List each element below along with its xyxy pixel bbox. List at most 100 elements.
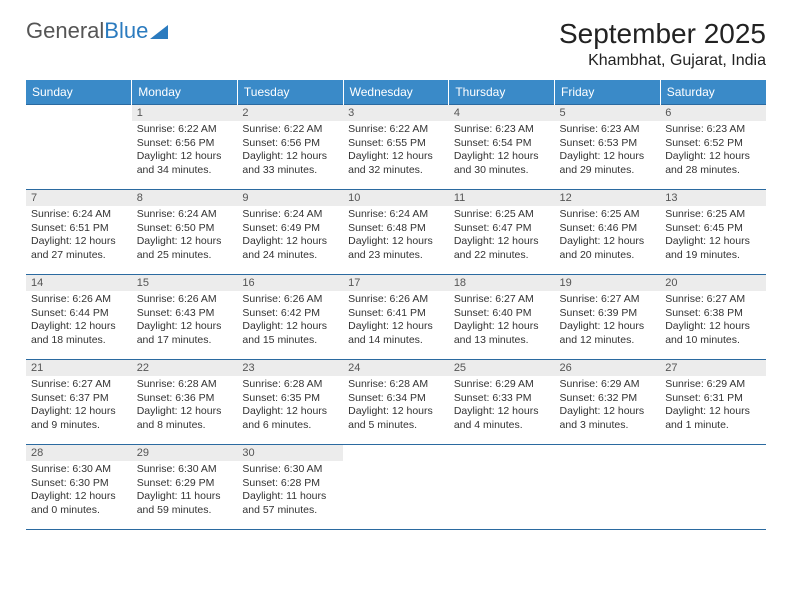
day-details: Sunrise: 6:30 AMSunset: 6:29 PMDaylight:… — [132, 461, 238, 522]
calendar-cell: 14Sunrise: 6:26 AMSunset: 6:44 PMDayligh… — [26, 275, 132, 360]
calendar-cell: 27Sunrise: 6:29 AMSunset: 6:31 PMDayligh… — [660, 360, 766, 445]
day-details: Sunrise: 6:28 AMSunset: 6:35 PMDaylight:… — [237, 376, 343, 437]
day-details: Sunrise: 6:30 AMSunset: 6:28 PMDaylight:… — [237, 461, 343, 522]
day-details: Sunrise: 6:29 AMSunset: 6:32 PMDaylight:… — [555, 376, 661, 437]
calendar-cell: 22Sunrise: 6:28 AMSunset: 6:36 PMDayligh… — [132, 360, 238, 445]
calendar-page: GeneralBlue September 2025 Khambhat, Guj… — [0, 0, 792, 548]
calendar-cell: 10Sunrise: 6:24 AMSunset: 6:48 PMDayligh… — [343, 190, 449, 275]
day-details: Sunrise: 6:29 AMSunset: 6:31 PMDaylight:… — [660, 376, 766, 437]
day-details: Sunrise: 6:27 AMSunset: 6:37 PMDaylight:… — [26, 376, 132, 437]
day-details: Sunrise: 6:24 AMSunset: 6:49 PMDaylight:… — [237, 206, 343, 267]
calendar-cell — [343, 445, 449, 530]
day-number: 19 — [555, 275, 661, 291]
day-number: 8 — [132, 190, 238, 206]
calendar-cell: 21Sunrise: 6:27 AMSunset: 6:37 PMDayligh… — [26, 360, 132, 445]
day-number: 7 — [26, 190, 132, 206]
calendar-cell: 28Sunrise: 6:30 AMSunset: 6:30 PMDayligh… — [26, 445, 132, 530]
day-number: 2 — [237, 105, 343, 121]
calendar-cell: 7Sunrise: 6:24 AMSunset: 6:51 PMDaylight… — [26, 190, 132, 275]
calendar-cell: 6Sunrise: 6:23 AMSunset: 6:52 PMDaylight… — [660, 105, 766, 190]
calendar-cell: 2Sunrise: 6:22 AMSunset: 6:56 PMDaylight… — [237, 105, 343, 190]
day-number: 6 — [660, 105, 766, 121]
weekday-header: Friday — [555, 80, 661, 105]
calendar-cell: 20Sunrise: 6:27 AMSunset: 6:38 PMDayligh… — [660, 275, 766, 360]
calendar-cell: 5Sunrise: 6:23 AMSunset: 6:53 PMDaylight… — [555, 105, 661, 190]
day-number: 15 — [132, 275, 238, 291]
calendar-cell — [660, 445, 766, 530]
day-details: Sunrise: 6:26 AMSunset: 6:44 PMDaylight:… — [26, 291, 132, 352]
day-number: 21 — [26, 360, 132, 376]
calendar-cell: 24Sunrise: 6:28 AMSunset: 6:34 PMDayligh… — [343, 360, 449, 445]
calendar-week-row: 7Sunrise: 6:24 AMSunset: 6:51 PMDaylight… — [26, 190, 766, 275]
calendar-cell: 1Sunrise: 6:22 AMSunset: 6:56 PMDaylight… — [132, 105, 238, 190]
day-details: Sunrise: 6:22 AMSunset: 6:55 PMDaylight:… — [343, 121, 449, 182]
day-number: 24 — [343, 360, 449, 376]
day-details: Sunrise: 6:22 AMSunset: 6:56 PMDaylight:… — [132, 121, 238, 182]
location: Khambhat, Gujarat, India — [559, 52, 766, 70]
calendar-cell — [26, 105, 132, 190]
logo: GeneralBlue — [26, 18, 168, 44]
day-number: 13 — [660, 190, 766, 206]
day-details: Sunrise: 6:25 AMSunset: 6:47 PMDaylight:… — [449, 206, 555, 267]
day-number: 29 — [132, 445, 238, 461]
calendar-cell: 23Sunrise: 6:28 AMSunset: 6:35 PMDayligh… — [237, 360, 343, 445]
title-block: September 2025 Khambhat, Gujarat, India — [559, 18, 766, 70]
calendar-cell: 26Sunrise: 6:29 AMSunset: 6:32 PMDayligh… — [555, 360, 661, 445]
day-number: 4 — [449, 105, 555, 121]
day-number: 3 — [343, 105, 449, 121]
calendar-cell: 12Sunrise: 6:25 AMSunset: 6:46 PMDayligh… — [555, 190, 661, 275]
day-number: 23 — [237, 360, 343, 376]
day-number: 20 — [660, 275, 766, 291]
day-number: 14 — [26, 275, 132, 291]
day-number: 5 — [555, 105, 661, 121]
calendar-cell — [449, 445, 555, 530]
day-details: Sunrise: 6:28 AMSunset: 6:36 PMDaylight:… — [132, 376, 238, 437]
weekday-header: Sunday — [26, 80, 132, 105]
calendar-table: SundayMondayTuesdayWednesdayThursdayFrid… — [26, 80, 766, 530]
day-number: 10 — [343, 190, 449, 206]
weekday-header: Saturday — [660, 80, 766, 105]
weekday-header: Wednesday — [343, 80, 449, 105]
calendar-cell: 17Sunrise: 6:26 AMSunset: 6:41 PMDayligh… — [343, 275, 449, 360]
calendar-cell: 15Sunrise: 6:26 AMSunset: 6:43 PMDayligh… — [132, 275, 238, 360]
day-details: Sunrise: 6:27 AMSunset: 6:39 PMDaylight:… — [555, 291, 661, 352]
day-details: Sunrise: 6:27 AMSunset: 6:38 PMDaylight:… — [660, 291, 766, 352]
calendar-week-row: 1Sunrise: 6:22 AMSunset: 6:56 PMDaylight… — [26, 105, 766, 190]
day-number: 17 — [343, 275, 449, 291]
day-number: 12 — [555, 190, 661, 206]
day-details: Sunrise: 6:23 AMSunset: 6:54 PMDaylight:… — [449, 121, 555, 182]
calendar-cell: 30Sunrise: 6:30 AMSunset: 6:28 PMDayligh… — [237, 445, 343, 530]
day-number: 25 — [449, 360, 555, 376]
calendar-body: 1Sunrise: 6:22 AMSunset: 6:56 PMDaylight… — [26, 105, 766, 530]
day-details: Sunrise: 6:28 AMSunset: 6:34 PMDaylight:… — [343, 376, 449, 437]
day-details: Sunrise: 6:26 AMSunset: 6:41 PMDaylight:… — [343, 291, 449, 352]
calendar-cell: 19Sunrise: 6:27 AMSunset: 6:39 PMDayligh… — [555, 275, 661, 360]
day-details: Sunrise: 6:24 AMSunset: 6:51 PMDaylight:… — [26, 206, 132, 267]
calendar-cell: 3Sunrise: 6:22 AMSunset: 6:55 PMDaylight… — [343, 105, 449, 190]
weekday-header: Thursday — [449, 80, 555, 105]
day-details: Sunrise: 6:23 AMSunset: 6:52 PMDaylight:… — [660, 121, 766, 182]
day-number: 11 — [449, 190, 555, 206]
day-number: 18 — [449, 275, 555, 291]
weekday-header: Monday — [132, 80, 238, 105]
day-number: 30 — [237, 445, 343, 461]
calendar-cell: 25Sunrise: 6:29 AMSunset: 6:33 PMDayligh… — [449, 360, 555, 445]
day-details: Sunrise: 6:30 AMSunset: 6:30 PMDaylight:… — [26, 461, 132, 522]
day-details: Sunrise: 6:27 AMSunset: 6:40 PMDaylight:… — [449, 291, 555, 352]
calendar-cell: 29Sunrise: 6:30 AMSunset: 6:29 PMDayligh… — [132, 445, 238, 530]
calendar-cell: 9Sunrise: 6:24 AMSunset: 6:49 PMDaylight… — [237, 190, 343, 275]
day-number: 9 — [237, 190, 343, 206]
day-details: Sunrise: 6:24 AMSunset: 6:48 PMDaylight:… — [343, 206, 449, 267]
day-number: 1 — [132, 105, 238, 121]
weekday-header: Tuesday — [237, 80, 343, 105]
logo-text-1: General — [26, 18, 104, 44]
weekday-header-row: SundayMondayTuesdayWednesdayThursdayFrid… — [26, 80, 766, 105]
day-details: Sunrise: 6:23 AMSunset: 6:53 PMDaylight:… — [555, 121, 661, 182]
calendar-cell: 16Sunrise: 6:26 AMSunset: 6:42 PMDayligh… — [237, 275, 343, 360]
day-details: Sunrise: 6:25 AMSunset: 6:45 PMDaylight:… — [660, 206, 766, 267]
month-title: September 2025 — [559, 18, 766, 50]
calendar-cell: 11Sunrise: 6:25 AMSunset: 6:47 PMDayligh… — [449, 190, 555, 275]
logo-triangle-icon — [150, 25, 168, 39]
calendar-week-row: 21Sunrise: 6:27 AMSunset: 6:37 PMDayligh… — [26, 360, 766, 445]
calendar-week-row: 28Sunrise: 6:30 AMSunset: 6:30 PMDayligh… — [26, 445, 766, 530]
